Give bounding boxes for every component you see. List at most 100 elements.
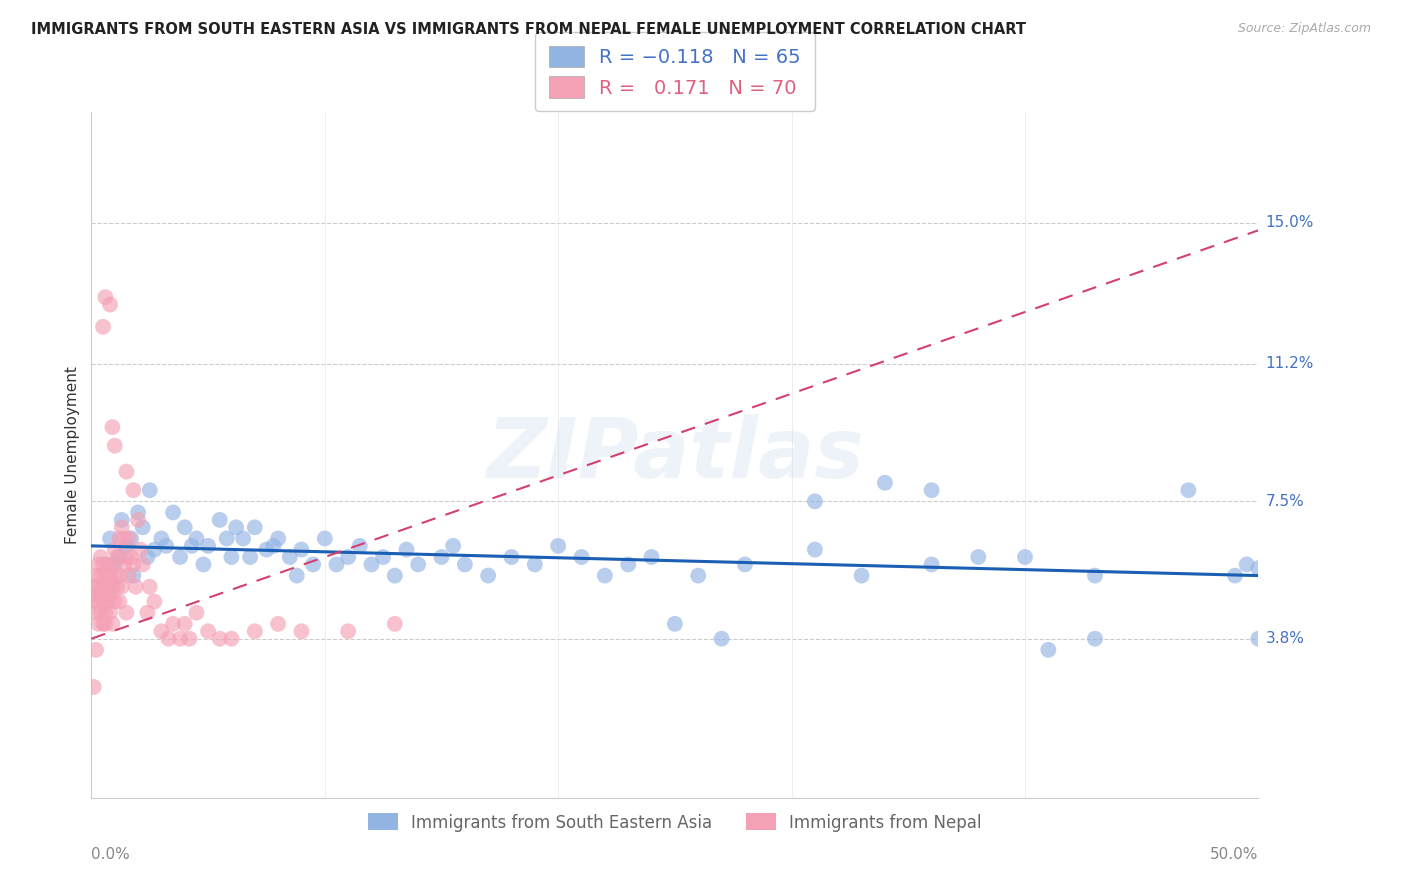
- Point: [256, 542, 278, 557]
- Point: [1084, 632, 1107, 646]
- Point: [1084, 568, 1107, 582]
- Point: [98, 297, 121, 311]
- Point: [87, 616, 110, 631]
- Point: [430, 549, 453, 564]
- Point: [122, 483, 145, 498]
- Point: [169, 549, 191, 564]
- Point: [105, 549, 128, 564]
- Point: [101, 420, 124, 434]
- Point: [371, 549, 394, 564]
- Point: [108, 549, 131, 564]
- Point: [101, 558, 124, 572]
- Point: [91, 319, 114, 334]
- Point: [232, 532, 254, 546]
- Point: [112, 532, 135, 546]
- Point: [136, 549, 159, 564]
- Point: [873, 475, 896, 490]
- Point: [104, 568, 127, 582]
- Point: [290, 542, 312, 557]
- Point: [83, 594, 105, 608]
- Point: [127, 506, 149, 520]
- Point: [337, 549, 360, 564]
- Point: [115, 539, 138, 553]
- Point: [1014, 549, 1036, 564]
- Text: 7.5%: 7.5%: [1265, 494, 1305, 508]
- Point: [1223, 568, 1246, 582]
- Point: [132, 520, 155, 534]
- Text: IMMIGRANTS FROM SOUTH EASTERN ASIA VS IMMIGRANTS FROM NEPAL FEMALE UNEMPLOYMENT : IMMIGRANTS FROM SOUTH EASTERN ASIA VS IM…: [31, 22, 1026, 37]
- Point: [91, 594, 114, 608]
- Point: [91, 580, 114, 594]
- Text: 50.0%: 50.0%: [1211, 847, 1258, 862]
- Point: [337, 624, 360, 639]
- Point: [215, 532, 238, 546]
- Point: [851, 568, 873, 582]
- Point: [83, 680, 105, 694]
- Point: [285, 568, 308, 582]
- Point: [186, 532, 208, 546]
- Point: [104, 558, 127, 572]
- Point: [84, 643, 107, 657]
- Point: [395, 542, 418, 557]
- Point: [98, 568, 121, 582]
- Point: [90, 568, 112, 582]
- Point: [1177, 483, 1199, 498]
- Point: [120, 532, 142, 546]
- Point: [98, 532, 121, 546]
- Point: [180, 539, 202, 553]
- Point: [97, 580, 120, 594]
- Point: [157, 632, 180, 646]
- Point: [138, 580, 162, 594]
- Point: [197, 539, 219, 553]
- Point: [84, 606, 107, 620]
- Point: [1236, 558, 1258, 572]
- Point: [384, 616, 406, 631]
- Point: [150, 532, 173, 546]
- Point: [108, 532, 131, 546]
- Point: [314, 532, 336, 546]
- Point: [155, 539, 177, 553]
- Point: [208, 632, 231, 646]
- Point: [111, 580, 134, 594]
- Point: [115, 606, 138, 620]
- Point: [617, 558, 640, 572]
- Point: [179, 632, 201, 646]
- Point: [84, 587, 107, 601]
- Point: [290, 624, 312, 639]
- Point: [267, 532, 290, 546]
- Point: [477, 568, 499, 582]
- Point: [98, 606, 121, 620]
- Point: [967, 549, 990, 564]
- Point: [278, 549, 301, 564]
- Point: [302, 558, 325, 572]
- Point: [173, 520, 195, 534]
- Point: [94, 616, 117, 631]
- Point: [101, 616, 124, 631]
- Point: [1038, 643, 1060, 657]
- Point: [688, 568, 710, 582]
- Point: [112, 558, 135, 572]
- Y-axis label: Female Unemployment: Female Unemployment: [65, 366, 80, 544]
- Point: [91, 558, 114, 572]
- Text: 0.0%: 0.0%: [91, 847, 131, 862]
- Point: [197, 624, 219, 639]
- Point: [221, 632, 243, 646]
- Point: [94, 587, 117, 601]
- Point: [501, 549, 523, 564]
- Point: [87, 558, 110, 572]
- Point: [84, 568, 107, 582]
- Point: [523, 558, 546, 572]
- Point: [122, 568, 145, 582]
- Point: [921, 558, 943, 572]
- Point: [150, 624, 173, 639]
- Point: [111, 513, 134, 527]
- Point: [127, 513, 149, 527]
- Text: 15.0%: 15.0%: [1265, 215, 1313, 230]
- Point: [104, 542, 127, 557]
- Point: [921, 483, 943, 498]
- Point: [98, 587, 121, 601]
- Point: [710, 632, 733, 646]
- Legend: Immigrants from South Eastern Asia, Immigrants from Nepal: Immigrants from South Eastern Asia, Immi…: [359, 804, 991, 841]
- Point: [120, 549, 142, 564]
- Point: [108, 594, 131, 608]
